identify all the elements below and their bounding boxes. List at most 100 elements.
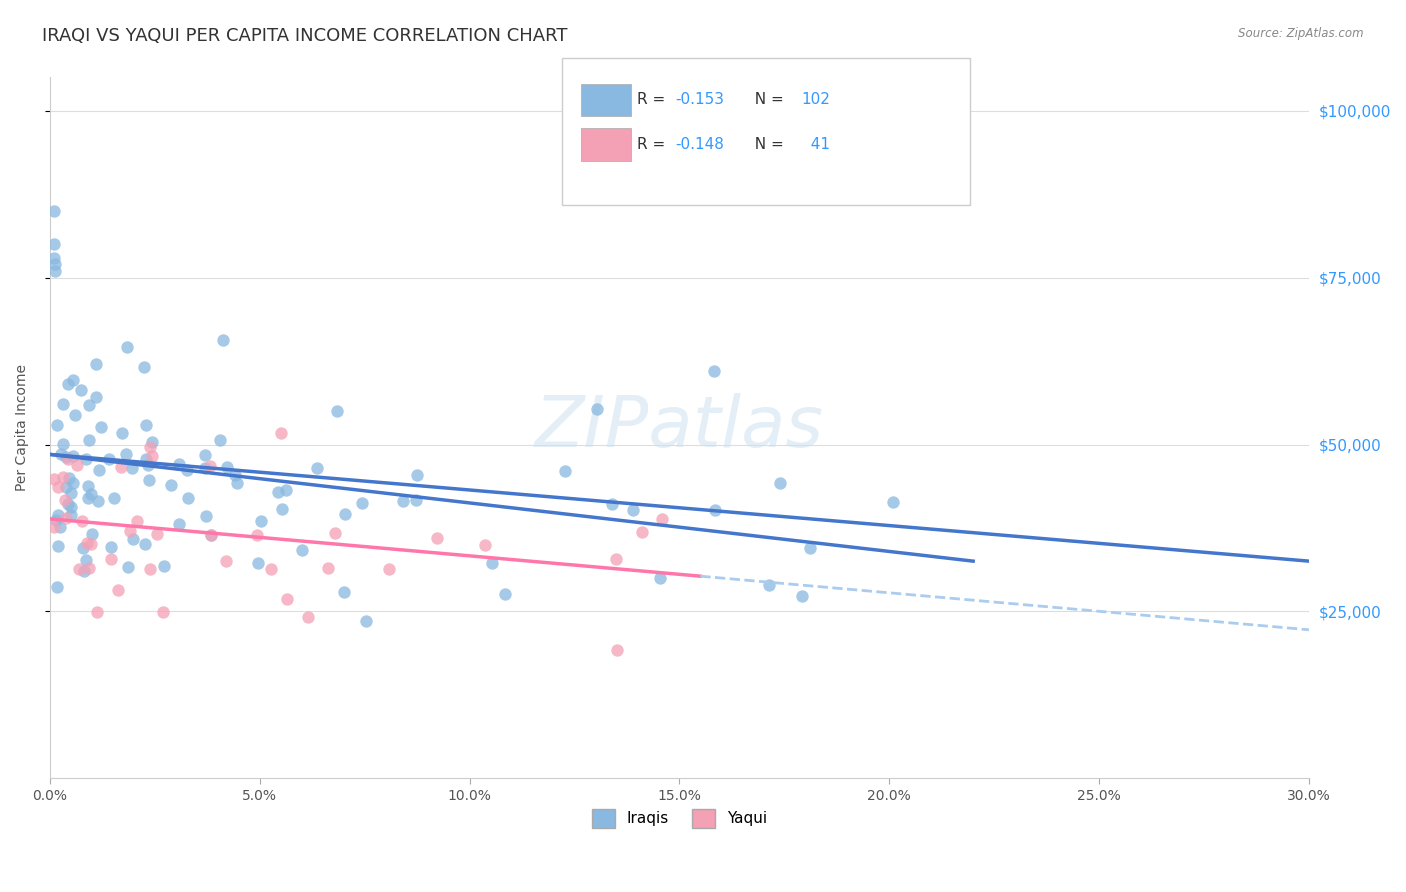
Iraqis	[62, 373, 84, 387]
Yaqui	[100, 552, 122, 566]
Yaqui	[139, 440, 162, 454]
Text: ZIPatlas: ZIPatlas	[534, 393, 824, 462]
Iraqis	[80, 487, 103, 501]
Iraqis	[226, 476, 249, 491]
Text: -0.153: -0.153	[675, 93, 724, 107]
Iraqis	[42, 251, 65, 265]
Text: R =: R =	[637, 137, 671, 152]
Iraqis	[59, 508, 82, 523]
Iraqis	[392, 494, 415, 508]
Iraqis	[267, 485, 290, 500]
Iraqis	[45, 417, 67, 432]
Y-axis label: Per Capita Income: Per Capita Income	[15, 364, 30, 491]
Text: 41: 41	[801, 137, 831, 152]
Iraqis	[42, 237, 65, 252]
Iraqis	[703, 503, 725, 517]
Iraqis	[792, 590, 814, 604]
Yaqui	[297, 610, 319, 624]
Iraqis	[405, 493, 427, 508]
Iraqis	[103, 491, 125, 505]
Iraqis	[621, 503, 644, 517]
Iraqis	[354, 614, 377, 628]
Iraqis	[325, 404, 347, 418]
Iraqis	[224, 468, 246, 483]
Yaqui	[118, 524, 141, 538]
Iraqis	[703, 364, 725, 378]
Yaqui	[152, 606, 174, 620]
Iraqis	[45, 580, 67, 594]
Yaqui	[426, 531, 449, 545]
Iraqis	[200, 528, 222, 542]
Iraqis	[333, 507, 356, 521]
Text: IRAQI VS YAQUI PER CAPITA INCOME CORRELATION CHART: IRAQI VS YAQUI PER CAPITA INCOME CORRELA…	[42, 27, 568, 45]
Iraqis	[882, 495, 904, 509]
Iraqis	[208, 434, 231, 448]
Iraqis	[650, 571, 672, 585]
Text: Source: ZipAtlas.com: Source: ZipAtlas.com	[1239, 27, 1364, 40]
Iraqis	[45, 513, 67, 527]
Iraqis	[100, 540, 122, 554]
Iraqis	[494, 587, 516, 601]
Iraqis	[44, 264, 66, 278]
Iraqis	[481, 556, 503, 570]
Iraqis	[56, 497, 79, 511]
Iraqis	[49, 447, 72, 461]
Iraqis	[56, 377, 79, 392]
Iraqis	[212, 333, 235, 347]
Iraqis	[176, 463, 198, 477]
Text: -0.148: -0.148	[675, 137, 724, 152]
Yaqui	[316, 561, 339, 575]
Iraqis	[77, 398, 100, 412]
Iraqis	[55, 450, 77, 464]
Iraqis	[406, 468, 429, 483]
Legend: Iraqis, Yaqui: Iraqis, Yaqui	[585, 803, 773, 834]
Yaqui	[86, 605, 108, 619]
Iraqis	[135, 451, 157, 466]
Iraqis	[153, 559, 176, 574]
Iraqis	[600, 497, 623, 511]
Yaqui	[323, 525, 346, 540]
Yaqui	[66, 458, 89, 472]
Yaqui	[48, 480, 70, 494]
Iraqis	[52, 437, 75, 451]
Iraqis	[121, 532, 143, 546]
Yaqui	[198, 458, 221, 473]
Yaqui	[56, 452, 79, 467]
Iraqis	[307, 461, 329, 475]
Iraqis	[80, 526, 103, 541]
Text: N =: N =	[745, 93, 789, 107]
Yaqui	[79, 537, 101, 551]
Iraqis	[195, 509, 218, 524]
Yaqui	[76, 536, 98, 550]
Iraqis	[86, 494, 108, 508]
Iraqis	[75, 552, 97, 566]
Iraqis	[350, 495, 373, 509]
Iraqis	[585, 402, 607, 417]
Iraqis	[769, 476, 792, 491]
Yaqui	[146, 526, 169, 541]
Iraqis	[87, 463, 110, 477]
Iraqis	[75, 452, 97, 467]
Iraqis	[77, 479, 100, 493]
Iraqis	[62, 476, 84, 491]
Iraqis	[73, 564, 96, 578]
Iraqis	[84, 390, 107, 404]
Yaqui	[42, 472, 65, 486]
Iraqis	[799, 541, 821, 556]
Iraqis	[110, 425, 132, 440]
Yaqui	[51, 469, 73, 483]
Iraqis	[46, 508, 69, 522]
Iraqis	[90, 420, 112, 434]
Iraqis	[138, 474, 160, 488]
Iraqis	[77, 433, 100, 447]
Iraqis	[194, 461, 217, 475]
Iraqis	[141, 434, 163, 449]
Iraqis	[86, 357, 108, 371]
Iraqis	[217, 460, 239, 475]
Text: R =: R =	[637, 93, 671, 107]
Iraqis	[291, 542, 314, 557]
Yaqui	[270, 426, 292, 441]
Iraqis	[52, 397, 75, 411]
Yaqui	[110, 460, 132, 475]
Iraqis	[77, 491, 100, 506]
